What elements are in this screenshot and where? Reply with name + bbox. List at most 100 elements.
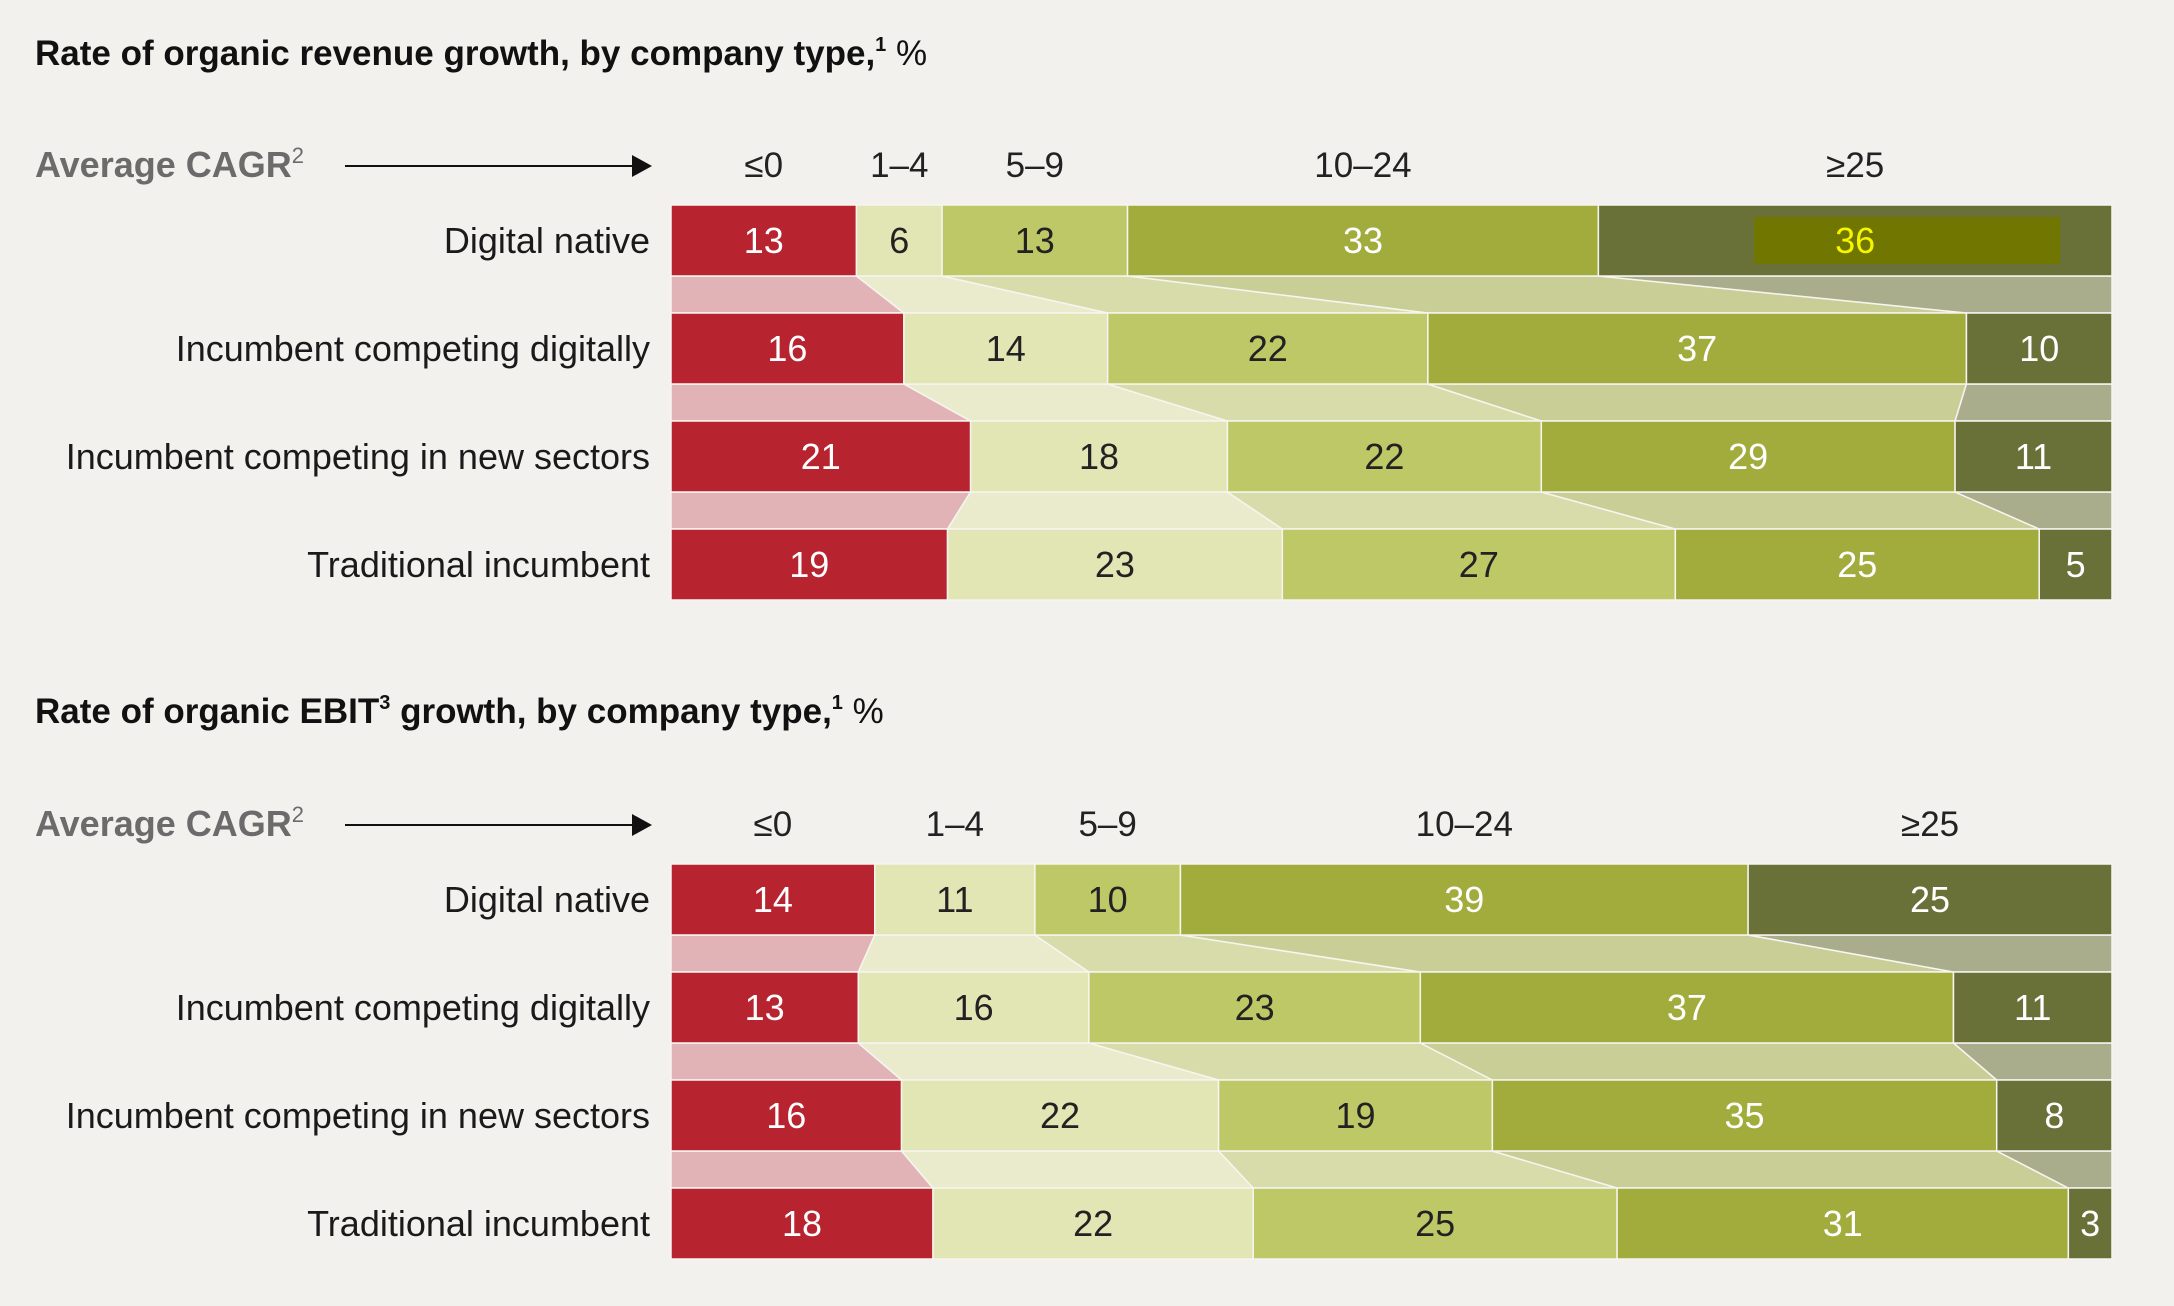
data-label: 6 [889, 220, 909, 261]
data-label: 22 [1073, 1203, 1113, 1244]
axis-label-0: Average CAGR2 [35, 143, 304, 185]
row-label: Traditional incumbent [307, 1203, 650, 1244]
data-label: 22 [1364, 436, 1404, 477]
data-label: 21 [801, 436, 841, 477]
data-label: 14 [753, 879, 793, 920]
bar-segment [1226, 420, 1543, 493]
bar-segment [874, 863, 1036, 936]
axis-label-1: Average CAGR2 [35, 802, 304, 844]
bar-segment [2038, 528, 2113, 601]
chart-title-text-cont: growth, by company type, [390, 692, 831, 731]
row-label: Digital native [444, 220, 650, 261]
category-label: 1–4 [870, 146, 928, 185]
chart-title-0: Rate of organic revenue growth, by compa… [35, 34, 927, 73]
data-label: 37 [1677, 328, 1717, 369]
connector-band [670, 934, 876, 973]
data-label: 19 [789, 544, 829, 585]
data-label: 11 [2015, 436, 2052, 477]
category-label: 5–9 [1006, 146, 1064, 185]
arrow-head-icon [632, 814, 652, 836]
bar-segment [1616, 1187, 2070, 1260]
data-label: 11 [936, 879, 973, 920]
data-label: 22 [1040, 1095, 1080, 1136]
data-label: 37 [1667, 987, 1707, 1028]
data-label: 16 [954, 987, 994, 1028]
footnote-ref: 1 [875, 34, 886, 56]
category-label: 1–4 [926, 805, 984, 844]
data-label: 39 [1444, 879, 1484, 920]
bar-segment [855, 204, 943, 277]
data-label: 16 [766, 1095, 806, 1136]
bar-segment [1281, 528, 1677, 601]
data-label: 27 [1459, 544, 1499, 585]
data-label: 13 [744, 220, 784, 261]
bar-segment [1252, 1187, 1618, 1260]
data-label: 35 [1725, 1095, 1765, 1136]
bar-segment [1217, 1079, 1494, 1152]
category-label: 5–9 [1078, 805, 1136, 844]
chart-title-1: Rate of organic EBIT3 growth, by company… [35, 692, 884, 731]
row-label: Digital native [444, 879, 650, 920]
bar-segment [1965, 312, 2113, 385]
category-label: ≤0 [744, 146, 783, 185]
data-label: 8 [2044, 1095, 2064, 1136]
data-label: 5 [2066, 544, 2086, 585]
bar-segment [1995, 1079, 2113, 1152]
footnote-ref: 2 [292, 143, 304, 168]
bar-segment [670, 1079, 903, 1152]
connector-band [946, 491, 1285, 530]
category-label: ≥25 [1901, 805, 1959, 844]
bar-segment [670, 1187, 934, 1260]
axis-label-text: Average CAGR [35, 803, 292, 844]
data-label: 13 [1015, 220, 1055, 261]
footnote-ref: 3 [379, 692, 390, 714]
row-label: Incumbent competing digitally [176, 328, 650, 369]
data-label: 14 [986, 328, 1026, 369]
data-label: 23 [1095, 544, 1135, 585]
data-label: 10 [1088, 879, 1128, 920]
bar-segment [1954, 420, 2113, 493]
bar-segment [1427, 312, 1968, 385]
bar-segment [941, 204, 1129, 277]
data-label: 11 [2014, 987, 2051, 1028]
connector-band [899, 1150, 1255, 1189]
chart-title-text: Rate of organic revenue growth, by compa… [35, 34, 875, 73]
bar-segment [1419, 971, 1955, 1044]
unit-label: % [843, 692, 884, 731]
connector-band [670, 491, 972, 530]
category-label: ≥25 [1826, 146, 1884, 185]
data-label: 25 [1415, 1203, 1455, 1244]
row-label: Traditional incumbent [307, 544, 650, 585]
data-label: 19 [1335, 1095, 1375, 1136]
bar-segment [670, 528, 949, 601]
axis-label-text: Average CAGR [35, 144, 292, 185]
highlight-box [1754, 217, 2060, 264]
bar-segment [903, 312, 1109, 385]
data-label: 29 [1728, 436, 1768, 477]
chart-title-text: Rate of organic EBIT [35, 692, 379, 731]
bar-segment [900, 1079, 1220, 1152]
bar-segment [1952, 971, 2113, 1044]
arrow-head-icon [632, 155, 652, 177]
bar-segment [670, 971, 860, 1044]
footnote-ref: 2 [292, 802, 304, 827]
data-label: 16 [767, 328, 807, 369]
bar-segment [670, 420, 972, 493]
row-label: Incumbent competing in new sectors [66, 1095, 650, 1136]
bar-segment [670, 204, 858, 277]
data-label: 22 [1248, 328, 1288, 369]
bar-segment [969, 420, 1229, 493]
bar-segment [1540, 420, 1956, 493]
data-label: 25 [1910, 879, 1950, 920]
footnote-ref: 1 [832, 692, 843, 714]
data-label: 36 [1835, 220, 1875, 261]
data-label: 25 [1837, 544, 1877, 585]
data-label: 23 [1235, 987, 1275, 1028]
bar-segment [1747, 863, 2113, 936]
bar-segment [1491, 1079, 1998, 1152]
bar-segment [1034, 863, 1182, 936]
data-label: 3 [2080, 1203, 2100, 1244]
connector-band [1419, 1042, 1999, 1081]
category-label: ≤0 [754, 805, 793, 844]
